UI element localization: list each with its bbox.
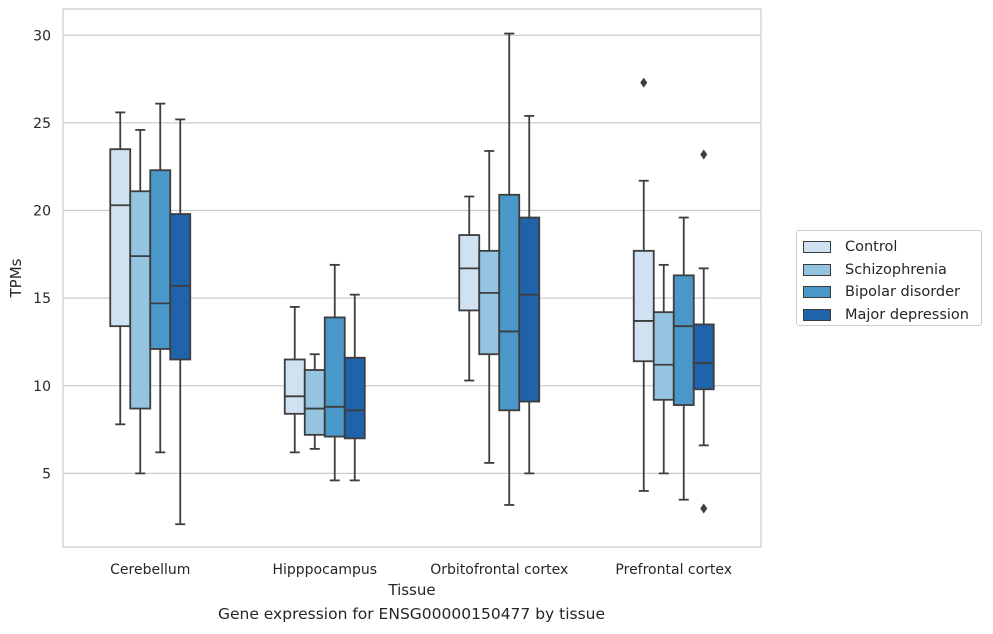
x-tick-label-4: Prefrontal cortex bbox=[615, 562, 732, 578]
x-tick-label-1: Cerebellum bbox=[110, 562, 190, 578]
plot-frame bbox=[62, 8, 762, 548]
legend: Control Schizophrenia Bipolar disorder M… bbox=[796, 230, 982, 326]
legend-swatch-schizophrenia bbox=[803, 263, 831, 276]
flier-point bbox=[700, 149, 708, 160]
y-tick-label-15: 15 bbox=[33, 291, 51, 307]
box-iqr bbox=[303, 369, 326, 436]
legend-label-major-depression: Major depression bbox=[845, 306, 969, 323]
box-iqr bbox=[283, 358, 306, 415]
box-iqr bbox=[498, 193, 521, 412]
box-1-2 bbox=[283, 306, 306, 454]
box-iqr bbox=[343, 356, 366, 440]
x-axis-label: Tissue bbox=[387, 581, 435, 599]
x-axis-ticks: Cerebellum Hipppocampus Orbitofrontal cort… bbox=[110, 562, 732, 578]
box-1-4 bbox=[632, 77, 655, 492]
box-iqr bbox=[652, 311, 675, 401]
y-tick-label-20: 20 bbox=[33, 204, 51, 220]
legend-item-bipolar-disorder: Bipolar disorder bbox=[803, 281, 981, 304]
box-iqr bbox=[149, 169, 172, 350]
box-2-1 bbox=[129, 129, 152, 475]
box-4-2 bbox=[343, 293, 366, 482]
box-1-3 bbox=[458, 195, 481, 382]
box-4-4 bbox=[692, 149, 715, 514]
flier-point bbox=[640, 77, 648, 88]
legend-item-schizophrenia: Schizophrenia bbox=[803, 259, 981, 282]
box-iqr bbox=[672, 274, 695, 406]
box-4-3 bbox=[518, 114, 541, 475]
legend-item-major-depression: Major depression bbox=[803, 304, 981, 327]
box-iqr bbox=[478, 249, 501, 356]
box-3-2 bbox=[323, 263, 346, 482]
x-tick-label-2: Hipppocampus bbox=[272, 562, 377, 578]
box-iqr bbox=[632, 249, 655, 363]
x-tick-label-3: Orbitofrontal cortex bbox=[430, 562, 568, 578]
box-iqr bbox=[518, 216, 541, 403]
y-tick-label-10: 10 bbox=[33, 379, 51, 395]
box-iqr bbox=[129, 190, 152, 410]
box-2-2 bbox=[303, 353, 326, 450]
legend-item-control: Control bbox=[803, 236, 981, 259]
legend-swatch-bipolar-disorder bbox=[803, 286, 831, 299]
boxes-layer bbox=[109, 32, 715, 526]
box-iqr bbox=[323, 316, 346, 438]
legend-label-bipolar-disorder: Bipolar disorder bbox=[845, 284, 960, 301]
legend-label-schizophrenia: Schizophrenia bbox=[845, 261, 947, 278]
chart-caption: Gene expression for ENSG00000150477 by t… bbox=[217, 605, 606, 623]
box-3-4 bbox=[672, 216, 695, 501]
y-axis-label: TPMs bbox=[7, 258, 25, 298]
box-iqr bbox=[458, 234, 481, 312]
box-2-4 bbox=[652, 263, 675, 475]
flier-point bbox=[700, 503, 708, 514]
box-3-1 bbox=[149, 102, 172, 454]
legend-swatch-major-depression bbox=[803, 308, 831, 321]
box-iqr bbox=[109, 148, 132, 328]
y-tick-label-30: 30 bbox=[33, 28, 51, 44]
legend-label-control: Control bbox=[845, 239, 898, 256]
box-3-3 bbox=[498, 32, 521, 506]
legend-swatch-control bbox=[803, 241, 831, 254]
y-axis-ticks: 5 10 15 20 25 30 bbox=[33, 28, 51, 482]
y-tick-label-5: 5 bbox=[42, 466, 51, 482]
y-tick-label-25: 25 bbox=[33, 116, 51, 132]
box-2-3 bbox=[478, 150, 501, 464]
box-iqr bbox=[692, 323, 715, 391]
box-1-1 bbox=[109, 111, 132, 426]
box-4-1 bbox=[169, 118, 192, 526]
